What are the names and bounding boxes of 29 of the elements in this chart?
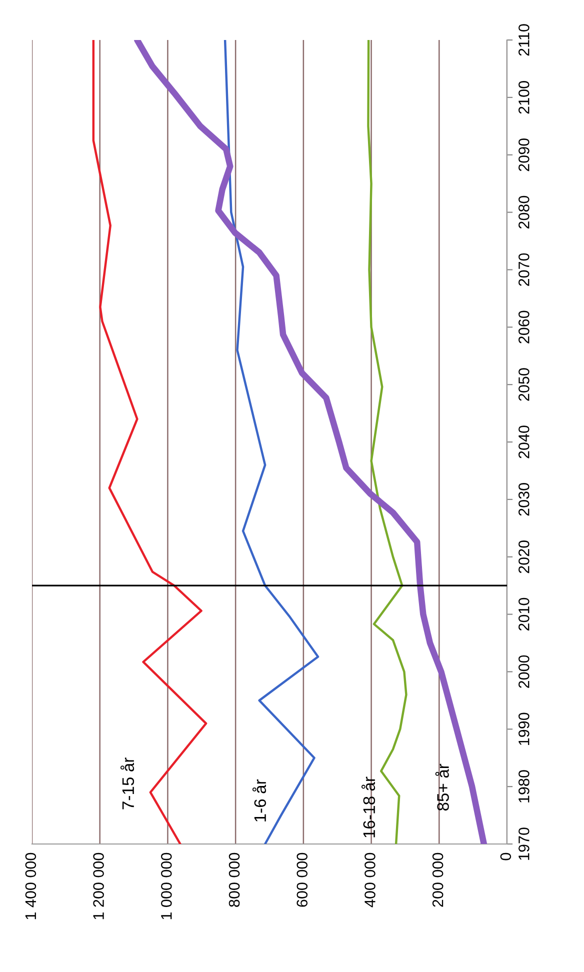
x-tick-label: 800 000	[228, 852, 240, 907]
y-tick-label: 1970	[518, 828, 530, 860]
y-tick-label: 2070	[518, 253, 530, 286]
text: 7-15 år	[120, 758, 134, 810]
y-tick-label: 1980	[518, 770, 530, 802]
y-tick-label: 2110	[518, 24, 530, 56]
x-tick-label: 1 000 000	[160, 852, 172, 920]
x-tick-label: 0	[500, 852, 512, 860]
y-tick-label: 2100	[518, 81, 530, 114]
y-tick-label: 2030	[518, 483, 530, 516]
x-tick-label: 400 000	[364, 852, 376, 908]
y-tick-label: 2090	[518, 138, 530, 172]
y-tick-label: 2000	[518, 655, 530, 688]
y-tick-label: 2080	[518, 196, 530, 229]
x-tick-label: 1 200 000	[93, 852, 104, 920]
x-tick-label: 600 000	[296, 852, 308, 907]
y-tick-label: 2020	[518, 540, 530, 574]
line-series	[92, 40, 208, 844]
text: 85+ år	[435, 764, 449, 811]
x-tick-label: 200 000	[432, 852, 444, 907]
text: 1-6 år	[252, 779, 266, 822]
text: 16-18 år	[361, 776, 376, 838]
y-tick-label: 2050	[518, 368, 530, 401]
line-series	[224, 40, 320, 844]
y-tick-label: 1990	[518, 712, 530, 745]
x-tick-label: 1 400 000	[25, 852, 36, 920]
y-tick-label: 2040	[518, 426, 530, 458]
y-tick-label: 2010	[518, 598, 530, 631]
y-tick-label: 2060	[518, 310, 530, 344]
